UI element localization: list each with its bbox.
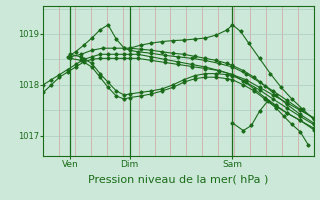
X-axis label: Pression niveau de la mer( hPa ): Pression niveau de la mer( hPa ) <box>88 175 268 185</box>
